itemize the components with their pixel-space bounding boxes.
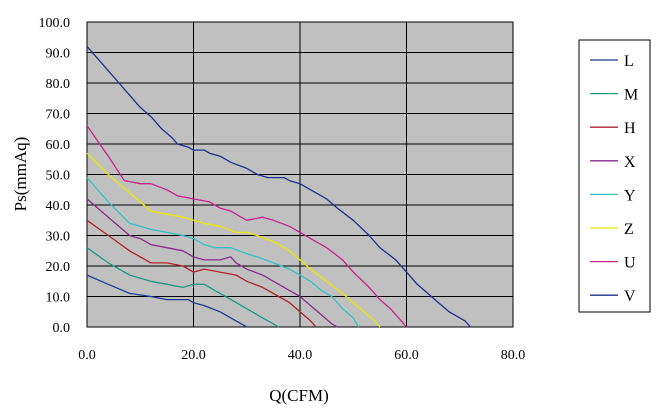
y-axis-label: Ps(mmAq) <box>11 137 30 212</box>
legend-item-z: Z <box>590 221 634 238</box>
legend-label: V <box>624 288 636 305</box>
series-line-z <box>86 152 381 328</box>
x-tick-labels: 0.0 20.0 40.0 60.0 80.0 <box>78 348 525 363</box>
y-tick-label: 80.0 <box>46 77 71 92</box>
y-tick-label: 90.0 <box>46 47 71 62</box>
x-tick-label: 20.0 <box>181 348 206 363</box>
legend-item-l: L <box>590 53 634 70</box>
y-tick-label: 40.0 <box>46 199 71 214</box>
x-axis-label: Q(CFM) <box>269 386 329 405</box>
series-lines <box>86 45 471 328</box>
y-tick-label: 60.0 <box>46 138 71 153</box>
series-line-m <box>86 247 280 328</box>
y-tick-labels: 0.0 10.0 20.0 30.0 40.0 50.0 60.0 70.0 80.0 90.0 1… <box>39 16 71 336</box>
series-line-l <box>86 274 248 328</box>
y-tick-label: 50.0 <box>46 169 71 184</box>
legend-label: H <box>624 120 636 137</box>
x-tick-label: 40.0 <box>288 348 313 363</box>
series-line-y <box>86 177 360 328</box>
y-tick-label: 30.0 <box>46 230 71 245</box>
legend-label: L <box>624 53 634 70</box>
legend-label: M <box>624 87 638 104</box>
y-tick-label: 70.0 <box>46 108 71 123</box>
legend-item-y: Y <box>590 187 636 204</box>
series-line-x <box>86 198 338 328</box>
legend-label: Z <box>624 221 634 238</box>
y-tick-label: 0.0 <box>53 321 71 336</box>
legend-label: X <box>624 154 636 171</box>
x-tick-label: 80.0 <box>501 348 526 363</box>
series-line-h <box>86 219 317 328</box>
legend-item-v: V <box>590 288 636 305</box>
legend-label: Y <box>624 187 636 204</box>
plot-border <box>86 21 514 328</box>
x-tick-label: 60.0 <box>394 348 419 363</box>
legend-item-u: U <box>590 255 636 272</box>
gridlines <box>87 22 513 327</box>
legend-item-x: X <box>590 154 636 171</box>
y-tick-label: 100.0 <box>39 16 71 31</box>
legend-item-h: H <box>590 120 636 137</box>
y-tick-label: 10.0 <box>46 291 71 306</box>
legend-item-m: M <box>590 87 638 104</box>
x-tick-label: 0.0 <box>78 348 96 363</box>
legend-box <box>578 39 651 313</box>
series-line-v <box>86 45 471 328</box>
y-tick-label: 20.0 <box>46 260 71 275</box>
series-line-u <box>86 125 407 328</box>
legend-label: U <box>624 255 636 272</box>
